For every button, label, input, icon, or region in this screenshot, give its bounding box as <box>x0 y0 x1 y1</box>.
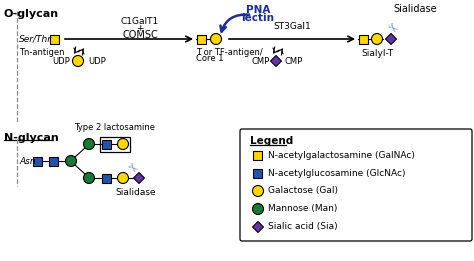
Bar <box>49 157 58 165</box>
Circle shape <box>253 204 264 215</box>
Text: UDP: UDP <box>88 56 106 66</box>
Bar <box>102 139 111 149</box>
Text: PNA: PNA <box>246 5 270 15</box>
Polygon shape <box>271 56 282 67</box>
Circle shape <box>83 139 94 150</box>
Text: Ser/Thr: Ser/Thr <box>19 34 52 44</box>
Text: N-acetylgalactosamine (GalNAc): N-acetylgalactosamine (GalNAc) <box>268 151 415 159</box>
Text: Galactose (Gal): Galactose (Gal) <box>268 187 338 195</box>
Text: Sialic acid (Sia): Sialic acid (Sia) <box>268 222 337 232</box>
Bar <box>198 34 207 44</box>
FancyBboxPatch shape <box>240 129 472 241</box>
Text: CMP: CMP <box>285 56 303 66</box>
Text: COMSC: COMSC <box>122 30 158 40</box>
Circle shape <box>118 173 128 183</box>
Text: O-glycan: O-glycan <box>4 9 59 19</box>
Text: ✂: ✂ <box>123 161 139 177</box>
Text: Type 2 lactosamine: Type 2 lactosamine <box>74 123 155 132</box>
Text: Sialidase: Sialidase <box>116 188 156 197</box>
Text: T or TF-antigen/: T or TF-antigen/ <box>196 48 263 57</box>
Text: UDP: UDP <box>52 56 70 66</box>
Text: Legend: Legend <box>250 136 293 146</box>
Circle shape <box>73 56 83 67</box>
Bar <box>359 34 368 44</box>
Bar <box>254 151 263 159</box>
Text: ST3Gal1: ST3Gal1 <box>273 22 311 31</box>
Text: N-glycan: N-glycan <box>4 133 59 143</box>
Text: Mannose (Man): Mannose (Man) <box>268 205 337 213</box>
Text: Core 1: Core 1 <box>196 54 224 63</box>
Bar <box>51 34 60 44</box>
Circle shape <box>372 33 383 44</box>
Circle shape <box>118 139 128 150</box>
Bar <box>100 137 130 151</box>
Text: C1GalT1: C1GalT1 <box>121 17 159 26</box>
Text: Sialidase: Sialidase <box>393 4 437 14</box>
Text: N-acetylglucosamine (GlcNAc): N-acetylglucosamine (GlcNAc) <box>268 169 405 177</box>
Circle shape <box>83 173 94 183</box>
Bar <box>34 157 43 165</box>
Polygon shape <box>253 222 264 233</box>
Text: Sialyl-T: Sialyl-T <box>362 49 394 58</box>
Polygon shape <box>134 173 145 183</box>
Text: ✂: ✂ <box>383 21 399 37</box>
Circle shape <box>65 156 76 167</box>
Polygon shape <box>385 33 396 44</box>
Text: Asn: Asn <box>19 157 36 165</box>
Circle shape <box>253 186 264 197</box>
Circle shape <box>210 33 221 44</box>
Bar <box>254 169 263 177</box>
Text: +: + <box>136 24 144 33</box>
Text: CMP: CMP <box>252 56 270 66</box>
Bar <box>102 174 111 182</box>
Text: lectin: lectin <box>241 13 274 23</box>
Text: Tn-antigen: Tn-antigen <box>19 48 64 57</box>
